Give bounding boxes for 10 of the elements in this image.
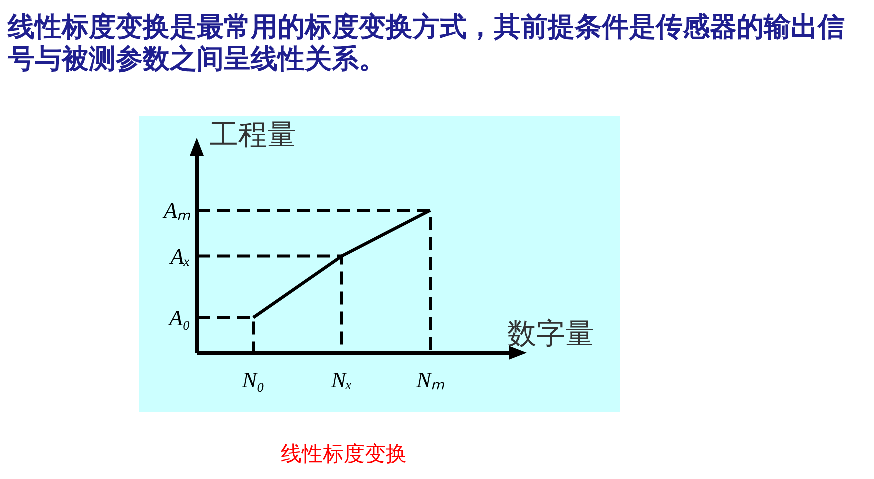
ref-line-label: Aₓ [168, 244, 191, 269]
x-axis-title: 数字量 [508, 316, 594, 350]
text: 线性标度变换 [280, 441, 407, 466]
ref-line-label: A₀ [167, 305, 191, 330]
x-tick-label: Nₘ [416, 368, 446, 392]
x-tick-label: N₀ [241, 368, 265, 392]
chart-title: 线性标度变换是最常用的标度变换方式，其前提条件是传感器的输出信号与被测参数之间呈线性关系。 [6, 11, 846, 76]
x-tick-label: Nₓ [330, 368, 352, 392]
y-axis-title: 工程量 [210, 118, 296, 152]
ref-line-label: Aₘ [162, 198, 192, 223]
